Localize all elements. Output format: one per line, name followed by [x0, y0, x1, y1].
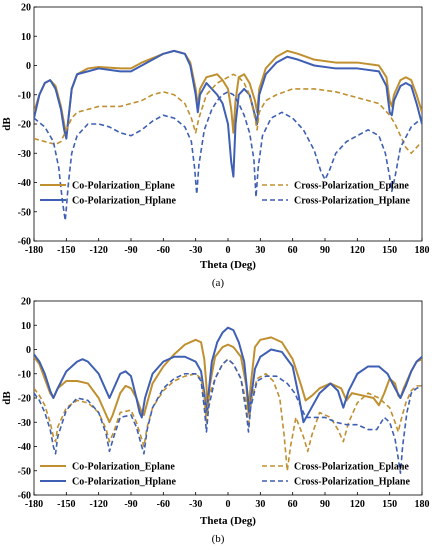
y-tick-label: -10	[18, 90, 31, 101]
y-ticks: 20 10 0 -10 -20 -30 -40 -50 -60	[18, 3, 37, 248]
x-ticks: -180 -150 -120 -90 -60 -30 0 30 60 90 120 150 180	[25, 238, 430, 256]
series-line-cross-polarization-eplane	[34, 358, 422, 472]
series-line-co-polarization-eplane	[34, 336, 422, 424]
series-line-cross-polarization-eplane	[34, 73, 422, 155]
x-tick-label: 0	[226, 499, 231, 510]
x-axis-label: Theta (Deg)	[200, 515, 256, 527]
y-tick-label: -30	[18, 418, 31, 429]
legend-label: Co-Polarization_Eplane	[72, 181, 175, 192]
y-tick-label: 20	[21, 3, 31, 14]
y-axis-label: dB	[1, 391, 13, 405]
x-ticks: -180 -150 -120 -90 -60 -30 0 30 60 90 120 150 180	[25, 492, 430, 510]
x-tick-label: 60	[288, 245, 298, 256]
y-tick-label: -20	[18, 394, 31, 405]
series-line-cross-polarization-hplane	[34, 358, 422, 474]
x-tick-label: -180	[25, 499, 43, 510]
legend-label: Cross-Polarization_Hplane	[294, 196, 410, 207]
series-lines	[34, 49, 422, 222]
x-axis-label: Theta (Deg)	[200, 259, 256, 271]
x-tick-label: 90	[320, 499, 330, 510]
x-tick-label: 60	[288, 499, 298, 510]
legend: Co-Polarization_Eplane Cross-Polarization…	[40, 462, 410, 488]
y-tick-label: -60	[18, 237, 31, 248]
x-tick-label: -120	[89, 499, 107, 510]
series-lines	[34, 326, 422, 474]
legend-label: Cross-Polarization_Eplane	[294, 462, 409, 473]
x-tick-label: -60	[157, 499, 170, 510]
x-tick-label: -90	[124, 499, 137, 510]
x-tick-label: -180	[25, 245, 43, 256]
x-tick-label: -150	[57, 245, 75, 256]
x-tick-label: -120	[89, 245, 107, 256]
x-tick-label: 180	[415, 245, 430, 256]
y-tick-label: 0	[26, 345, 31, 356]
x-tick-label: 30	[255, 245, 265, 256]
y-tick-label: -20	[18, 120, 31, 131]
x-tick-label: 30	[255, 499, 265, 510]
y-tick-label: -10	[18, 369, 31, 380]
x-tick-label: 120	[350, 245, 365, 256]
series-line-co-polarization-hplane	[34, 326, 422, 424]
legend-label: Co-Polarization_Hplane	[72, 196, 176, 207]
x-tick-label: 150	[382, 245, 397, 256]
x-tick-label: -30	[189, 499, 202, 510]
y-tick-label: 10	[21, 32, 31, 43]
legend-label: Cross-Polarization_Hplane	[294, 477, 410, 488]
x-tick-label: 120	[350, 499, 365, 510]
y-ticks: 20 10 0 -10 -20 -30 -40 -50 -60	[18, 297, 37, 502]
y-tick-label: -60	[18, 491, 31, 502]
x-tick-label: -30	[189, 245, 202, 256]
y-tick-label: 10	[21, 321, 31, 332]
series-line-cross-polarization-hplane	[34, 91, 422, 222]
legend-label: Co-Polarization_Hplane	[72, 477, 176, 488]
panel-caption: (a)	[212, 277, 225, 289]
y-tick-label: -40	[18, 178, 31, 189]
chart-panel-b: -180 -150 -120 -90 -60 -30 0 30 60 90 120 150 180 20…	[1, 297, 430, 546]
x-tick-label: 0	[226, 245, 231, 256]
x-tick-label: -90	[124, 245, 137, 256]
x-tick-label: 90	[320, 245, 330, 256]
series-line-co-polarization-hplane	[34, 49, 422, 178]
y-tick-label: -30	[18, 149, 31, 160]
legend-label: Cross-Polarization_Eplane	[294, 181, 409, 192]
legend-label: Co-Polarization_Eplane	[72, 462, 175, 473]
x-tick-label: 180	[415, 499, 430, 510]
legend: Co-Polarization_Eplane Cross-Polarization…	[40, 181, 410, 207]
chart-panel-a: -180 -150 -120 -90 -60 -30 0 30 60 90 120 150 180 20…	[1, 3, 430, 290]
y-tick-label: -50	[18, 466, 31, 477]
y-tick-label: -40	[18, 442, 31, 453]
panel-caption: (b)	[212, 533, 225, 545]
y-tick-label: 20	[21, 297, 31, 308]
x-tick-label: 150	[382, 499, 397, 510]
y-tick-label: -50	[18, 207, 31, 218]
y-tick-label: 0	[26, 61, 31, 72]
x-tick-label: -150	[57, 499, 75, 510]
x-tick-label: -60	[157, 245, 170, 256]
y-axis-label: dB	[1, 117, 13, 131]
